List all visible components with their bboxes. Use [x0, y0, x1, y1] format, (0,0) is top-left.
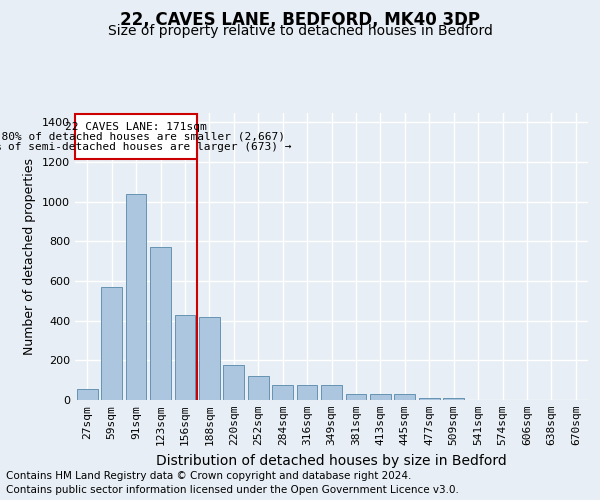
Bar [321, 385, 342, 400]
Bar [370, 394, 391, 400]
Bar [150, 248, 171, 400]
Bar [419, 398, 440, 400]
Bar [346, 394, 367, 400]
Bar [223, 366, 244, 400]
X-axis label: Distribution of detached houses by size in Bedford: Distribution of detached houses by size … [156, 454, 507, 468]
Bar [101, 287, 122, 400]
Bar [272, 385, 293, 400]
Text: 20% of semi-detached houses are larger (673) →: 20% of semi-detached houses are larger (… [0, 142, 292, 152]
Text: 22, CAVES LANE, BEDFORD, MK40 3DP: 22, CAVES LANE, BEDFORD, MK40 3DP [120, 11, 480, 29]
Y-axis label: Number of detached properties: Number of detached properties [23, 158, 37, 355]
Text: 22 CAVES LANE: 171sqm: 22 CAVES LANE: 171sqm [65, 122, 207, 132]
Bar [394, 394, 415, 400]
Text: ← 80% of detached houses are smaller (2,667): ← 80% of detached houses are smaller (2,… [0, 132, 284, 142]
Bar [77, 388, 98, 400]
Bar [296, 385, 317, 400]
Bar [199, 316, 220, 400]
Bar [443, 398, 464, 400]
Text: Size of property relative to detached houses in Bedford: Size of property relative to detached ho… [107, 24, 493, 38]
Text: Contains public sector information licensed under the Open Government Licence v3: Contains public sector information licen… [6, 485, 459, 495]
Bar [175, 314, 196, 400]
Text: Contains HM Land Registry data © Crown copyright and database right 2024.: Contains HM Land Registry data © Crown c… [6, 471, 412, 481]
Bar [248, 376, 269, 400]
Bar [125, 194, 146, 400]
